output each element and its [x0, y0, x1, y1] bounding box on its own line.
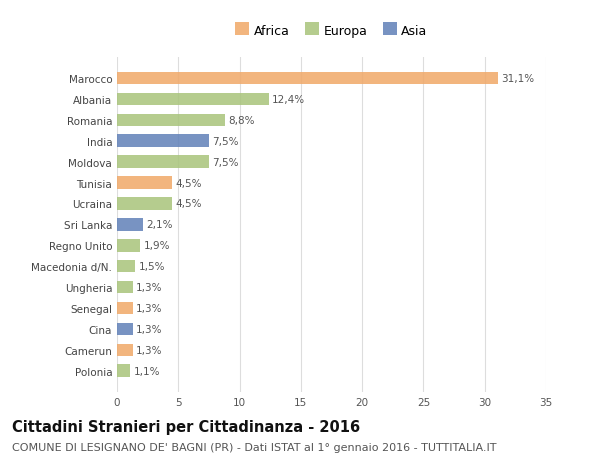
Bar	[117, 156, 209, 168]
Bar	[117, 260, 136, 273]
Bar	[117, 240, 140, 252]
Text: 4,5%: 4,5%	[175, 199, 202, 209]
Text: 1,3%: 1,3%	[136, 282, 163, 292]
Text: 31,1%: 31,1%	[501, 74, 535, 84]
Bar	[117, 114, 225, 127]
Bar	[117, 365, 130, 377]
Text: 1,3%: 1,3%	[136, 324, 163, 334]
Text: COMUNE DI LESIGNANO DE' BAGNI (PR) - Dati ISTAT al 1° gennaio 2016 - TUTTITALIA.: COMUNE DI LESIGNANO DE' BAGNI (PR) - Dat…	[12, 442, 497, 452]
Bar	[117, 198, 172, 210]
Text: 2,1%: 2,1%	[146, 220, 172, 230]
Bar	[117, 281, 133, 294]
Bar	[117, 135, 209, 148]
Text: 1,5%: 1,5%	[139, 262, 165, 272]
Bar	[117, 94, 269, 106]
Text: 1,3%: 1,3%	[136, 303, 163, 313]
Text: Cittadini Stranieri per Cittadinanza - 2016: Cittadini Stranieri per Cittadinanza - 2…	[12, 419, 360, 434]
Text: 7,5%: 7,5%	[212, 136, 238, 146]
Bar	[117, 73, 498, 85]
Bar	[117, 177, 172, 190]
Bar	[117, 302, 133, 314]
Text: 1,9%: 1,9%	[143, 241, 170, 251]
Text: 1,1%: 1,1%	[134, 366, 160, 376]
Text: 12,4%: 12,4%	[272, 95, 305, 105]
Text: 7,5%: 7,5%	[212, 157, 238, 168]
Legend: Africa, Europa, Asia: Africa, Europa, Asia	[230, 20, 433, 43]
Text: 8,8%: 8,8%	[228, 116, 254, 126]
Text: 1,3%: 1,3%	[136, 345, 163, 355]
Bar	[117, 344, 133, 356]
Bar	[117, 218, 143, 231]
Text: 4,5%: 4,5%	[175, 178, 202, 188]
Bar	[117, 323, 133, 336]
